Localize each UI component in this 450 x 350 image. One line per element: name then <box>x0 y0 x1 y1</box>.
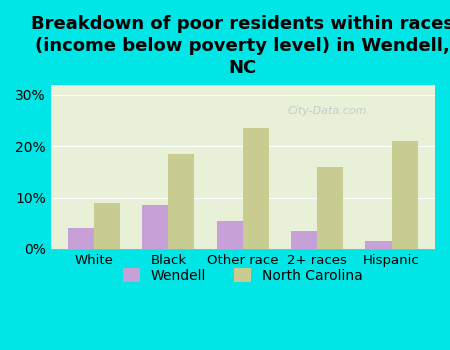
Bar <box>68 229 94 249</box>
Text: City-Data.com: City-Data.com <box>288 106 367 116</box>
Bar <box>243 128 269 249</box>
Bar <box>217 221 243 249</box>
Bar <box>317 167 343 249</box>
Bar <box>291 231 317 249</box>
Legend: Wendell, North Carolina: Wendell, North Carolina <box>117 262 368 288</box>
Bar <box>143 205 168 249</box>
Title: Breakdown of poor residents within races
(income below poverty level) in Wendell: Breakdown of poor residents within races… <box>32 15 450 77</box>
Bar <box>168 154 194 249</box>
Bar <box>365 241 392 249</box>
Bar <box>94 203 120 249</box>
Bar <box>392 141 418 249</box>
